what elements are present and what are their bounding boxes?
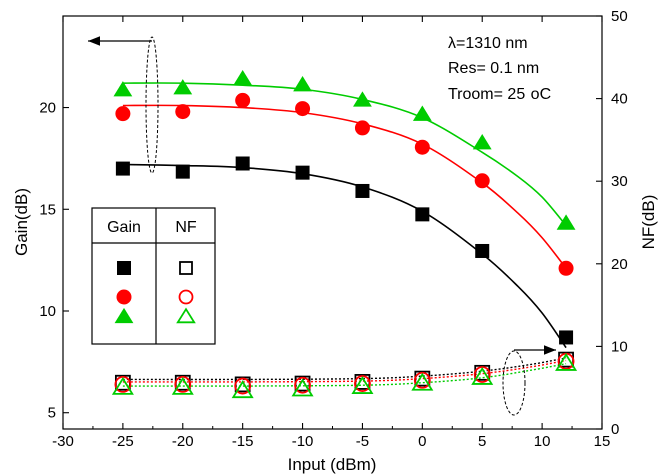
y-axis-right-label: NF(dB)	[639, 195, 658, 250]
nf-point-triangle	[231, 380, 254, 399]
y-right-tick-label: 30	[611, 173, 628, 190]
gain-point-square	[355, 183, 370, 198]
gain-point-triangle	[472, 134, 492, 150]
x-tick-label: -10	[292, 433, 314, 450]
gain-point-circle	[295, 101, 311, 117]
gain-point-triangle	[233, 69, 253, 86]
x-axis-label: Input (dBm)	[288, 455, 377, 474]
nf-point-triangle	[555, 352, 578, 371]
gain-point-circle	[474, 173, 490, 189]
gain-point-square	[175, 164, 190, 179]
annotation-troom: Troom= 25 oC	[448, 86, 551, 103]
nf-point-circle	[234, 377, 252, 395]
nf-point-triangle	[291, 378, 314, 397]
legend-gain-marker	[117, 261, 131, 275]
gain-point-square	[415, 207, 430, 222]
gain-point-square	[475, 243, 490, 258]
legend-nf-marker	[179, 261, 193, 275]
x-tick-label: 15	[594, 433, 611, 450]
axis-ticks: -30 -25 -20 -15 -10 -5 0 5 10 15 5 10 15 20 0 10 20 30 40 5…	[39, 8, 627, 450]
legend-header-nf: NF	[175, 219, 197, 236]
gain-point-square	[559, 330, 574, 345]
gain-point-triangle	[412, 105, 432, 121]
gain-point-circle	[235, 92, 251, 108]
gain-point-square	[295, 165, 310, 180]
gain-point-triangle	[353, 91, 372, 107]
y-right-tick-label: 20	[611, 256, 628, 273]
y-left-tick-label: 10	[39, 303, 56, 320]
y-left-tick-label: 5	[48, 405, 56, 422]
gain-point-circle	[115, 106, 131, 122]
annotation-resolution: Res= 0.1 nm	[448, 60, 539, 77]
gain-point-square	[235, 156, 250, 171]
x-tick-label: -30	[52, 433, 74, 450]
legend-header-gain: Gain	[107, 219, 141, 236]
fit-curves	[122, 82, 567, 387]
y-right-tick-label: 0	[611, 421, 619, 438]
y-right-tick-label: 40	[611, 91, 628, 108]
gain-point-triangle	[556, 214, 576, 230]
legend-markers	[114, 261, 196, 324]
gain-point-square	[115, 161, 130, 176]
x-tick-label: -25	[112, 433, 134, 450]
nf-fit-curve	[122, 357, 567, 381]
gain-point-triangle	[293, 76, 312, 92]
nf-point-triangle	[351, 376, 374, 394]
gain-point-triangle	[113, 81, 133, 97]
x-tick-label: 0	[418, 433, 426, 450]
gain-point-circle	[558, 260, 574, 276]
gain-fit-curve	[122, 82, 567, 227]
nf-fit-curve	[122, 363, 567, 387]
data-markers	[111, 69, 578, 399]
nf-point-triangle	[471, 366, 494, 385]
nf-point-circle	[294, 376, 311, 394]
gain-point-circle	[175, 104, 191, 120]
y-right-tick-label: 10	[611, 338, 628, 355]
x-tick-label: 10	[534, 433, 551, 450]
legend-nf-marker	[178, 289, 194, 305]
annotation-troom-unit: oC	[531, 86, 551, 103]
nf-fit-curve	[122, 359, 567, 383]
nf-point-triangle	[411, 372, 434, 391]
legend-nf-marker	[176, 307, 196, 324]
nf-point-triangle	[171, 376, 194, 395]
legend-gain-marker	[114, 307, 134, 324]
x-tick-label: 5	[478, 433, 486, 450]
nf-point-triangle	[111, 376, 134, 395]
annotation-wavelength: λ=1310 nm	[448, 35, 528, 52]
gain-group-ellipse	[145, 36, 159, 174]
gain-point-triangle	[173, 79, 193, 95]
y-right-tick-label: 50	[611, 8, 628, 25]
legend-gain-marker	[116, 289, 132, 305]
legend: Gain NF	[91, 207, 216, 345]
y-axis-left-label: Gain(dB)	[12, 188, 31, 256]
nf-group-ellipse	[502, 350, 526, 416]
gain-fit-curve	[122, 163, 567, 349]
x-tick-label: -20	[172, 433, 194, 450]
gain-point-circle	[414, 139, 430, 155]
gain-fit-curve	[122, 104, 567, 269]
x-tick-label: -15	[232, 433, 254, 450]
x-tick-label: -5	[356, 433, 369, 450]
y-left-tick-label: 15	[39, 201, 56, 218]
y-left-tick-label: 20	[39, 100, 56, 117]
gain-point-circle	[354, 120, 370, 136]
